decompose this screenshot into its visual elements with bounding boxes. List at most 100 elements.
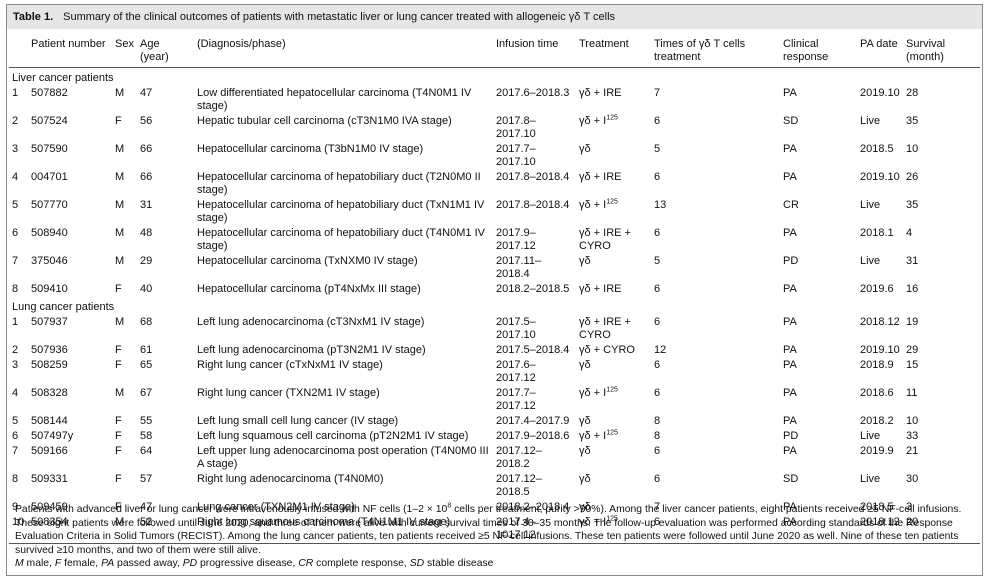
footnote-text: cells per treatment, purity >90%). Among…: [15, 504, 962, 556]
cell: 2017.4–1017.12: [496, 516, 536, 541]
cell: 2018.1: [860, 227, 894, 239]
cell: Right lung squamous carcinoma (T4N1M1 IV…: [197, 516, 451, 528]
treatment: γδ: [579, 143, 591, 155]
cell: 2017.6–2017.12: [496, 359, 536, 384]
table-row: 1 507882 M 47 Low differentiated hepatocellu…: [9, 86, 980, 114]
table-title: Summary of the clinical outcomes of pati…: [63, 11, 616, 23]
cell: 507882: [31, 87, 68, 99]
cell: SD: [783, 115, 799, 127]
table-frame: Table 1. Summary of the clinical outcomes…: [6, 4, 983, 576]
cell: 509166: [31, 445, 68, 457]
cell: 8: [654, 415, 661, 427]
cell: F: [115, 473, 122, 485]
cell: PA: [783, 143, 797, 155]
abbreviation-meaning: stable disease: [424, 558, 494, 570]
cell: 28: [906, 87, 919, 99]
cell: 6: [654, 387, 661, 399]
cell: F: [115, 415, 122, 427]
cell: 16: [906, 283, 919, 295]
cell: 68: [140, 316, 153, 328]
cell: Right lung adenocarcinoma (T4N0M0): [197, 473, 384, 485]
treatment-cell: γδ + IRE + CYRO: [576, 315, 651, 343]
group-row: Liver cancer patients: [9, 68, 980, 87]
cell: 2017.8–2018.4: [496, 199, 570, 211]
cell: 6: [654, 227, 661, 239]
cell: 61: [140, 344, 153, 356]
cell: 5: [654, 143, 661, 155]
cell: 2018.9: [860, 359, 894, 371]
cell: 2: [12, 344, 19, 356]
cell: F: [115, 430, 122, 442]
table-caption: Table 1. Summary of the clinical outcomes…: [7, 5, 982, 29]
cell: 2017.7–2017.10: [496, 143, 536, 168]
treatment-cell: γδ + I125: [576, 429, 651, 444]
cell: 7: [12, 255, 19, 267]
treatment-cell: γδ: [576, 444, 651, 472]
treatment: γδ + I: [579, 387, 607, 399]
cell: 2017.12–2018.2: [496, 445, 542, 470]
cell: 5: [12, 415, 19, 427]
cell: 8: [12, 473, 19, 485]
abbreviation-meaning: passed away,: [114, 558, 183, 570]
treatment-cell: γδ: [576, 358, 651, 386]
cell: 5: [654, 255, 661, 267]
cell: PA: [783, 227, 797, 239]
treatment: γδ: [579, 415, 591, 427]
cell: 4: [12, 171, 19, 183]
cell: 5: [12, 199, 19, 211]
cell: 3: [12, 143, 19, 155]
cell: Left lung adenocarcinoma (pT3N2M1 IV sta…: [197, 344, 426, 356]
cell: 20: [906, 516, 919, 528]
cell: 10: [12, 516, 25, 528]
treatment-cell: γδ + I125: [576, 198, 651, 226]
cell: M: [115, 227, 125, 239]
cell: Hepatocellular carcinoma (pT4NxMx III st…: [197, 283, 421, 295]
table-row: 5 507770 M 31 Hepatocellular carcinoma of he…: [9, 198, 980, 226]
cell: M: [115, 316, 125, 328]
cell: 1: [12, 316, 19, 328]
treatment: γδ + I: [579, 516, 607, 528]
treatment-cell: γδ: [576, 142, 651, 170]
cell: 6: [12, 227, 19, 239]
cell: CR: [783, 199, 799, 211]
column-header: Times of γδ T cells treatment: [654, 38, 746, 63]
abbreviations: M male, F female, PA passed away, PD pro…: [15, 557, 975, 571]
cell: 2019.9: [860, 445, 894, 457]
cell: 508940: [31, 227, 68, 239]
treatment-sup: 125: [606, 515, 618, 523]
cell: 2018.12: [860, 516, 900, 528]
table-row: 8 509331 F 57 Right lung adenocarcinoma (T4N…: [9, 472, 980, 500]
column-header: Infusion time: [496, 38, 559, 50]
group-row: Lung cancer patients: [9, 297, 980, 315]
cell: 48: [140, 227, 153, 239]
cell: 3: [12, 359, 19, 371]
cell: M: [115, 199, 125, 211]
footnote-block: Patients with advanced liver or lung can…: [15, 503, 975, 571]
cell: 2017.6–2018.3: [496, 87, 570, 99]
treatment: γδ + IRE: [579, 283, 622, 295]
cell: 2018.2–2018.5: [496, 283, 570, 295]
cell: 508328: [31, 387, 68, 399]
cell: 2019.10: [860, 171, 900, 183]
cell: 55: [140, 415, 153, 427]
cell: 8: [12, 283, 19, 295]
treatment: γδ + IRE + CYRO: [579, 227, 631, 252]
cell: 2017.7–2017.12: [496, 387, 536, 412]
cell: 66: [140, 171, 153, 183]
cell: 375046: [31, 255, 68, 267]
cell: 509410: [31, 283, 68, 295]
cell: M: [115, 171, 125, 183]
cell: 47: [140, 501, 153, 513]
cell: 4: [906, 227, 913, 239]
treatment: γδ + I: [579, 430, 607, 442]
cell: 12: [654, 344, 667, 356]
column-header: [9, 35, 28, 68]
cell: PA: [783, 359, 797, 371]
cell: Low differentiated hepatocellular carcin…: [197, 87, 472, 112]
cell: 2018.6: [860, 387, 894, 399]
cell: M: [115, 87, 125, 99]
cell: F: [115, 115, 122, 127]
cell: 2017.11–2018.4: [496, 255, 542, 280]
cell: PD: [783, 430, 799, 442]
table-row: 1 507937 M 68 Left lung adenocarcinoma (cT3N…: [9, 315, 980, 343]
